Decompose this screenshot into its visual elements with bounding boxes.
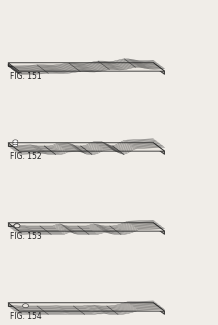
Polygon shape — [8, 143, 165, 151]
Ellipse shape — [14, 224, 20, 228]
Ellipse shape — [13, 140, 18, 143]
Polygon shape — [8, 143, 153, 146]
Ellipse shape — [14, 224, 20, 228]
Polygon shape — [153, 63, 165, 74]
Text: FIG. 151: FIG. 151 — [10, 72, 42, 81]
Text: FIG. 152: FIG. 152 — [10, 152, 42, 161]
Ellipse shape — [13, 142, 18, 145]
Polygon shape — [8, 63, 153, 66]
Ellipse shape — [23, 304, 29, 308]
Polygon shape — [8, 303, 165, 311]
Polygon shape — [153, 143, 165, 154]
Polygon shape — [8, 63, 165, 71]
Polygon shape — [153, 223, 165, 234]
Polygon shape — [8, 223, 153, 226]
Text: FIG. 154: FIG. 154 — [10, 312, 42, 321]
Ellipse shape — [14, 224, 20, 228]
Polygon shape — [153, 303, 165, 314]
Polygon shape — [8, 223, 165, 231]
Ellipse shape — [13, 144, 18, 147]
Polygon shape — [8, 303, 153, 306]
Text: FIG. 153: FIG. 153 — [10, 232, 42, 241]
